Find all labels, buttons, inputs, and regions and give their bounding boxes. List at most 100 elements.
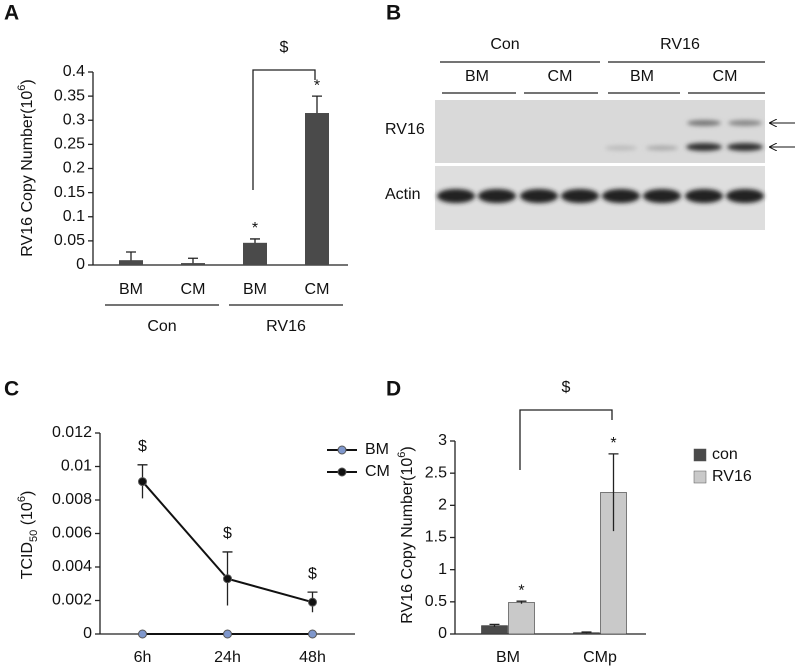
y-axis-label-part: ) xyxy=(19,79,36,84)
marker-label: * xyxy=(252,220,258,237)
y-tick-label: 0.15 xyxy=(54,184,85,201)
panel-label: D xyxy=(386,378,401,401)
bar xyxy=(181,263,205,265)
y-axis-label-part: 6 xyxy=(16,85,28,91)
marker-label: $ xyxy=(308,565,317,582)
y-tick-label: 0.006 xyxy=(52,525,92,542)
y-tick-label: 0.008 xyxy=(52,491,92,508)
y-axis-label-part: RV16 Copy Number(10 xyxy=(399,458,416,624)
y-tick-label: 0 xyxy=(83,625,92,642)
blot xyxy=(435,100,765,163)
x-tick-label: BM xyxy=(496,649,520,666)
y-tick-label: 2 xyxy=(438,497,447,514)
x-tick-label: CMp xyxy=(583,649,617,666)
group-label: RV16 xyxy=(266,318,306,335)
marker-label: * xyxy=(314,77,320,94)
error-bar xyxy=(608,453,619,532)
y-tick-label: 0.002 xyxy=(52,592,92,609)
x-tick-label: 6h xyxy=(134,649,152,666)
y-axis-label-part: RV16 Copy Number(10 xyxy=(19,91,36,257)
bands xyxy=(437,120,764,203)
legend-swatch xyxy=(693,448,707,462)
lane-label: CM xyxy=(713,68,738,85)
x-tick-label: CM xyxy=(181,281,206,298)
y-tick-label: 0.01 xyxy=(61,458,92,475)
y-tick-label: 0 xyxy=(438,625,447,642)
panel: A RV16 Copy Number(106) 0 0.05 0.1 0.15 0.2 0.2… xyxy=(4,2,348,335)
y-tick-label: 1.5 xyxy=(425,529,447,546)
panel-label: B xyxy=(386,2,401,25)
x-tick-label: 48h xyxy=(299,649,326,666)
group-label: RV16 xyxy=(660,36,700,53)
legend-label: CM xyxy=(365,463,390,480)
error-bar xyxy=(489,623,500,627)
marker-label: $ xyxy=(223,525,232,542)
point xyxy=(308,629,317,639)
y-tick-label: 1 xyxy=(438,561,447,578)
marker-label: * xyxy=(518,582,524,599)
y-tick-label: 0.004 xyxy=(52,558,92,575)
y-axis-label-part: ) xyxy=(19,491,36,496)
row-label: RV16 xyxy=(385,121,425,138)
y-tick-label: 0 xyxy=(76,256,85,273)
point xyxy=(223,629,232,639)
legend-label: BM xyxy=(365,441,389,458)
y-tick-label: 0.05 xyxy=(54,232,85,249)
y-axis-label-part: (10 xyxy=(19,502,36,530)
y-axis-label-part: TCID xyxy=(19,542,36,579)
legend-marker xyxy=(337,445,347,455)
bracket xyxy=(519,409,613,470)
bracket-label: $ xyxy=(562,379,571,396)
error-bar xyxy=(516,600,527,604)
group-label: Con xyxy=(147,318,176,335)
y-tick-label: 0.4 xyxy=(63,63,85,80)
marker-label: $ xyxy=(138,438,147,455)
x-tick-label: BM xyxy=(119,281,143,298)
point xyxy=(138,477,147,487)
bracket xyxy=(252,69,316,190)
error-bar xyxy=(581,631,592,634)
x-tick-label: CM xyxy=(305,281,330,298)
legend-marker xyxy=(337,467,347,477)
row-label: Actin xyxy=(385,186,421,203)
bar xyxy=(508,602,535,635)
group-label: Con xyxy=(490,36,519,53)
point xyxy=(138,629,147,639)
bar xyxy=(305,113,329,265)
x-tick-label: 24h xyxy=(214,649,241,666)
panel: D RV16 Copy Number(106) 0 0.5 1 1.5 2 2.5 3 BM CMp… xyxy=(386,378,752,667)
y-axis-label: RV16 Copy Number(106) xyxy=(16,79,36,256)
y-tick-label: 2.5 xyxy=(425,464,447,481)
y-axis-label: RV16 Copy Number(106) xyxy=(396,446,416,623)
y-tick-label: 0.5 xyxy=(425,593,447,610)
lane-label: BM xyxy=(465,68,489,85)
bar xyxy=(119,260,143,265)
y-axis-label-part: 6 xyxy=(16,496,28,502)
legend-label: RV16 xyxy=(712,468,752,485)
y-tick-label: 0.35 xyxy=(54,87,85,104)
lane-label: CM xyxy=(548,68,573,85)
y-tick-label: 0.25 xyxy=(54,136,85,153)
panel-b: B Con RV16 BM CM BM CM RV16 Actin xyxy=(385,2,795,230)
marker-label: * xyxy=(610,435,616,452)
y-tick-label: 0.012 xyxy=(52,424,92,441)
y-axis-label-part: 6 xyxy=(396,452,408,458)
point xyxy=(308,597,317,607)
bracket-label: $ xyxy=(280,39,289,56)
y-axis-label-part: ) xyxy=(399,446,416,451)
y-tick-label: 0.2 xyxy=(63,160,85,177)
legend-label: con xyxy=(712,446,738,463)
point xyxy=(223,574,232,584)
y-axis-label: TCID50 (106) xyxy=(16,491,40,580)
panel-label: A xyxy=(4,2,19,25)
y-tick-label: 3 xyxy=(438,432,447,449)
legend-swatch xyxy=(693,470,707,484)
lane-label: BM xyxy=(630,68,654,85)
bar xyxy=(243,242,267,265)
y-tick-label: 0.1 xyxy=(63,208,85,225)
panel: C TCID50 (106) 0 0.002 0.004 0.006 0.008 0.01 0.… xyxy=(4,378,390,667)
y-tick-label: 0.3 xyxy=(63,111,85,128)
x-tick-label: BM xyxy=(243,281,267,298)
y-axis-label-part: 50 xyxy=(28,530,40,542)
panel-label: C xyxy=(4,378,19,401)
